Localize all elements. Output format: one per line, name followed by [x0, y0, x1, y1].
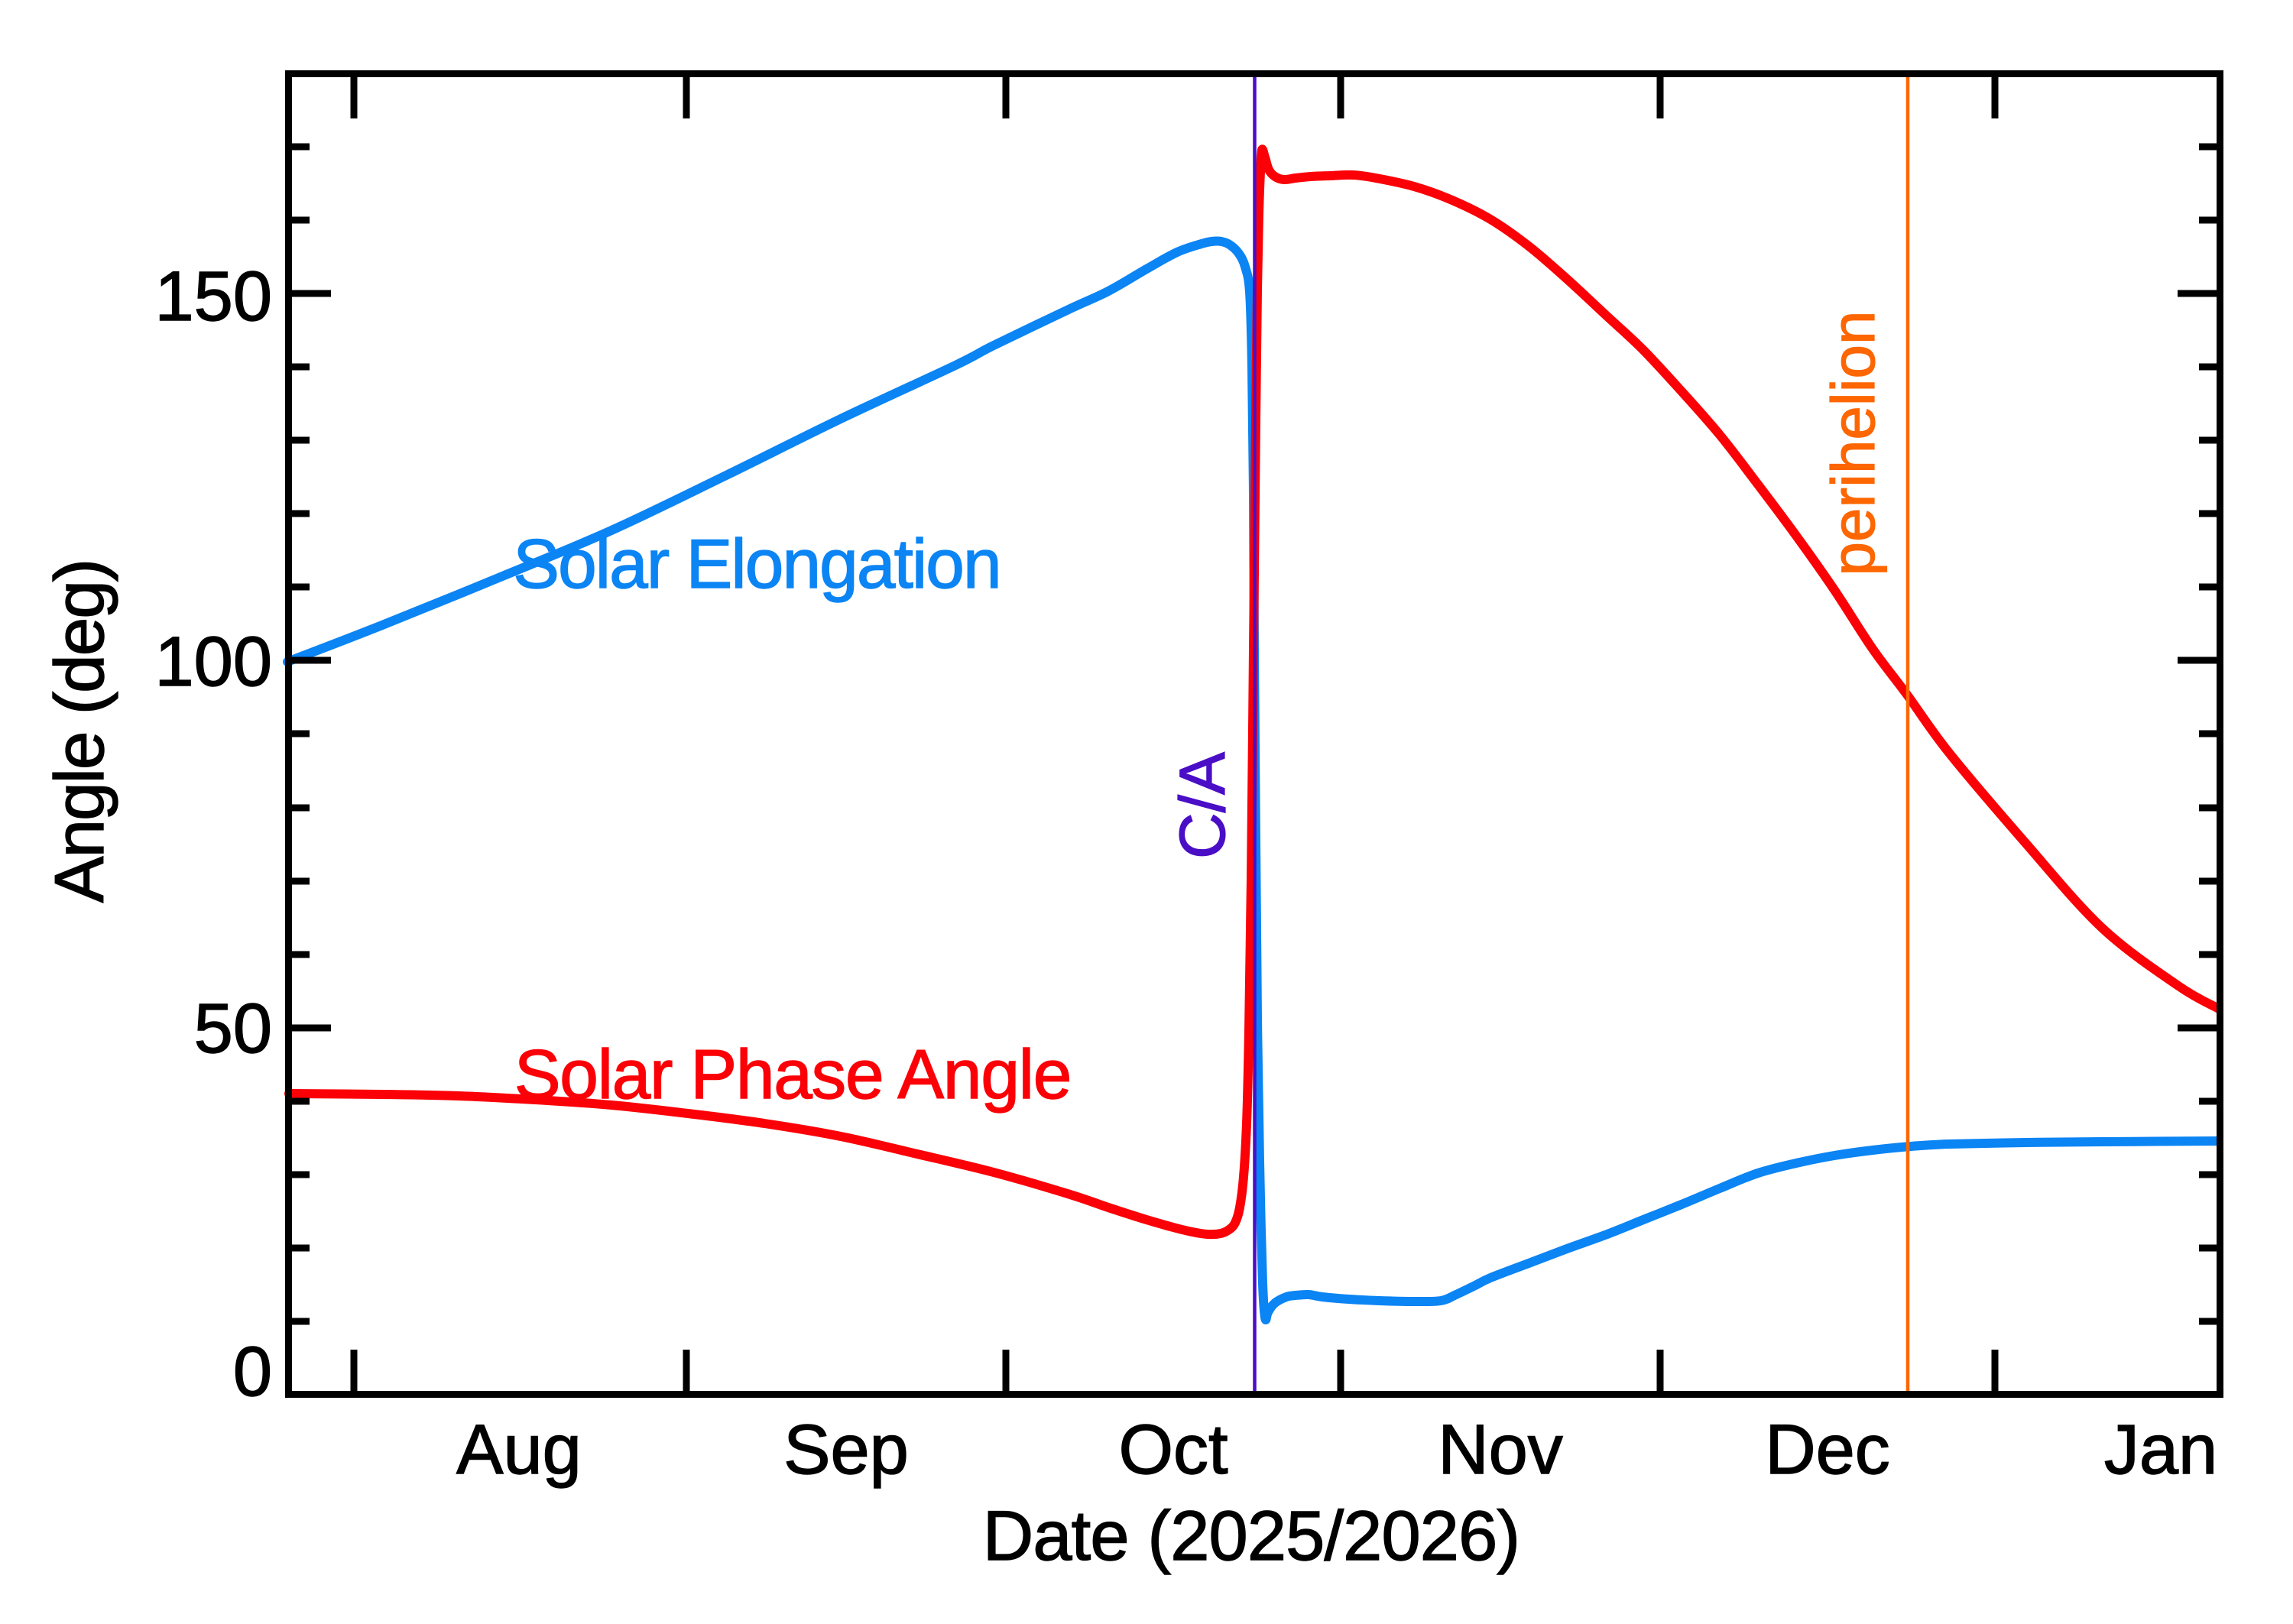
- svg-text:Oct: Oct: [1118, 1411, 1228, 1489]
- svg-text:Solar Phase Angle: Solar Phase Angle: [514, 1036, 1071, 1113]
- svg-text:Date (2025/2026): Date (2025/2026): [983, 1497, 1519, 1575]
- svg-text:C/A: C/A: [1166, 752, 1238, 859]
- svg-text:100: 100: [155, 623, 273, 701]
- svg-text:Angle (deg): Angle (deg): [41, 560, 118, 903]
- svg-text:Sep: Sep: [783, 1411, 909, 1489]
- svg-text:Aug: Aug: [456, 1411, 582, 1489]
- svg-text:perihelion: perihelion: [1819, 311, 1887, 576]
- svg-text:150: 150: [155, 258, 273, 335]
- svg-text:0: 0: [233, 1333, 272, 1411]
- svg-text:Jan: Jan: [2104, 1411, 2217, 1489]
- svg-text:Dec: Dec: [1765, 1411, 1890, 1489]
- svg-text:Solar Elongation: Solar Elongation: [513, 526, 1000, 603]
- svg-text:Nov: Nov: [1438, 1411, 1563, 1489]
- svg-text:50: 50: [194, 990, 272, 1068]
